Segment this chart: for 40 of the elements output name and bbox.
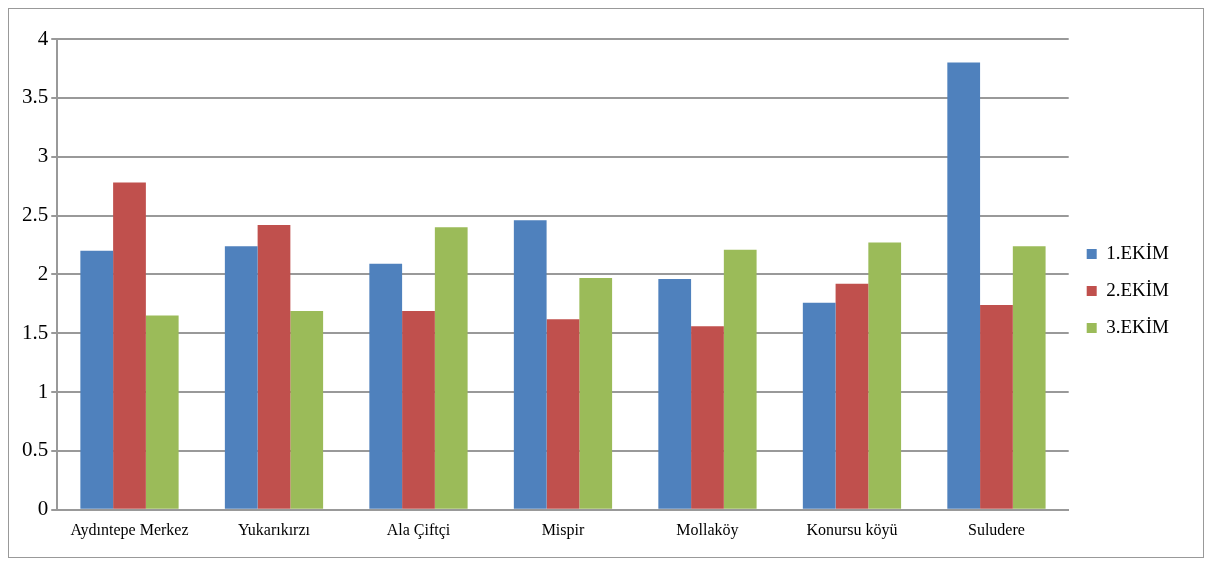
bar (802, 302, 836, 509)
x-tick-label: Suludere (968, 520, 1025, 538)
bar (947, 62, 981, 509)
bar (658, 279, 692, 509)
y-tick-label: 4 (37, 25, 49, 50)
bar (402, 310, 435, 509)
bar (290, 310, 324, 509)
bar (1012, 246, 1046, 509)
bar (868, 242, 902, 509)
legend-label: 3.EKİM (1106, 315, 1170, 337)
bar (80, 250, 114, 509)
x-tick-label: Mollaköy (676, 520, 739, 539)
y-tick-label: 2 (37, 260, 49, 285)
bar (224, 246, 258, 509)
bar (691, 326, 724, 509)
legend-label: 2.EKİM (1106, 278, 1170, 300)
y-tick-label: 2.5 (22, 202, 49, 227)
bar (113, 182, 146, 509)
x-tick-label: Mispir (541, 520, 585, 539)
bar (835, 283, 869, 509)
bar (980, 305, 1013, 509)
x-tick-label: Yukarıkırzı (238, 520, 311, 538)
bar (723, 249, 757, 509)
bar (579, 277, 613, 509)
bar (145, 315, 179, 509)
legend-label: 1.EKİM (1106, 241, 1170, 263)
bar (369, 263, 403, 509)
x-tick-label: Ala Çiftçi (386, 520, 451, 539)
bar (434, 227, 468, 509)
y-tick-label: 3.5 (22, 84, 49, 109)
y-tick-label: 0.5 (22, 437, 49, 462)
x-tick-label: Aydıntepe Merkez (70, 520, 189, 539)
bar (257, 224, 291, 509)
bar (546, 319, 580, 509)
bar (513, 220, 547, 509)
y-tick-label: 3 (37, 143, 49, 168)
y-tick-label: 1 (37, 378, 49, 403)
x-tick-label: Konursu köyü (806, 520, 898, 539)
y-tick-label: 0 (37, 496, 49, 521)
y-tick-label: 1.5 (22, 319, 49, 344)
